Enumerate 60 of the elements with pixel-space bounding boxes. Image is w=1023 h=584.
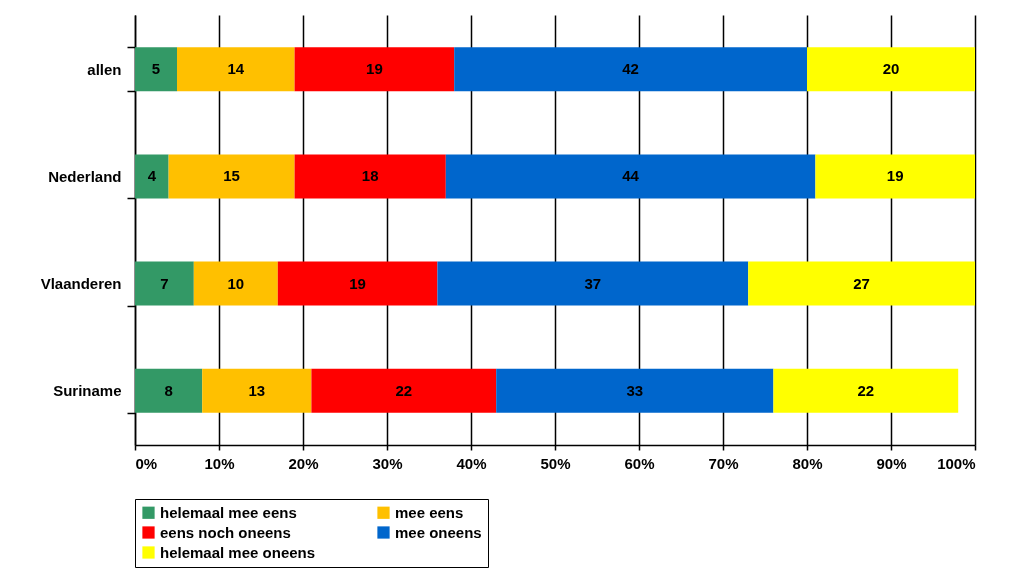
bar	[135, 261, 194, 306]
x-tick-label: 80%	[792, 454, 823, 472]
data-label: 13	[248, 381, 266, 399]
x-tick-label: 60%	[624, 454, 655, 472]
y-tick-label: Nederland	[48, 167, 122, 185]
bar	[496, 368, 774, 413]
data-label: 4	[147, 167, 157, 185]
bar	[135, 368, 203, 413]
bar	[135, 47, 177, 92]
bar	[437, 261, 749, 306]
x-tick-label: 90%	[876, 454, 907, 472]
bar	[445, 154, 816, 199]
y-tick-label: Suriname	[53, 382, 122, 400]
bar	[277, 261, 438, 306]
data-label: 42	[622, 60, 639, 78]
data-label: 22	[395, 381, 413, 399]
bar	[454, 47, 807, 92]
legend-label: helemaal mee eens	[160, 503, 297, 521]
bar	[202, 368, 312, 413]
bar	[294, 47, 455, 92]
legend-label: eens noch oneens	[160, 523, 291, 541]
data-label: 15	[223, 167, 240, 185]
bar	[168, 154, 295, 199]
bar	[815, 154, 975, 199]
x-tick-label: 50%	[540, 454, 571, 472]
data-label: 27	[853, 274, 870, 292]
data-label: 44	[622, 167, 640, 185]
data-label: 8	[164, 381, 173, 399]
data-label: 14	[227, 60, 245, 78]
data-label: 10	[227, 274, 245, 292]
data-label: 37	[584, 274, 602, 292]
bar	[135, 154, 169, 199]
x-tick-label: 0%	[135, 454, 158, 472]
x-tick-label: 70%	[708, 454, 739, 472]
data-label: 20	[882, 60, 900, 78]
bar	[177, 47, 295, 92]
data-label: 19	[349, 274, 366, 292]
bar	[193, 261, 278, 306]
bar	[807, 47, 975, 92]
data-label: 19	[366, 60, 383, 78]
bar	[773, 368, 959, 413]
x-tick-label: 100%	[937, 454, 976, 472]
data-label: 19	[886, 167, 904, 185]
data-label: 22	[857, 381, 875, 399]
legend-label: helemaal mee oneens	[160, 543, 316, 561]
x-tick-label: 30%	[372, 454, 403, 472]
data-label: 18	[361, 167, 379, 185]
bar	[748, 261, 975, 306]
x-tick-label: 20%	[288, 454, 319, 472]
data-label: 5	[151, 60, 161, 78]
y-tick-label: Vlaanderen	[40, 275, 122, 293]
y-tick-label: allen	[87, 60, 122, 78]
legend-label: mee eens	[395, 503, 464, 521]
bar	[294, 154, 446, 199]
data-label: 7	[160, 274, 169, 292]
bar	[311, 368, 497, 413]
x-tick-label: 10%	[204, 454, 235, 472]
x-tick-label: 40%	[456, 454, 487, 472]
legend-label: mee oneens	[395, 523, 482, 541]
data-label: 33	[626, 381, 644, 399]
